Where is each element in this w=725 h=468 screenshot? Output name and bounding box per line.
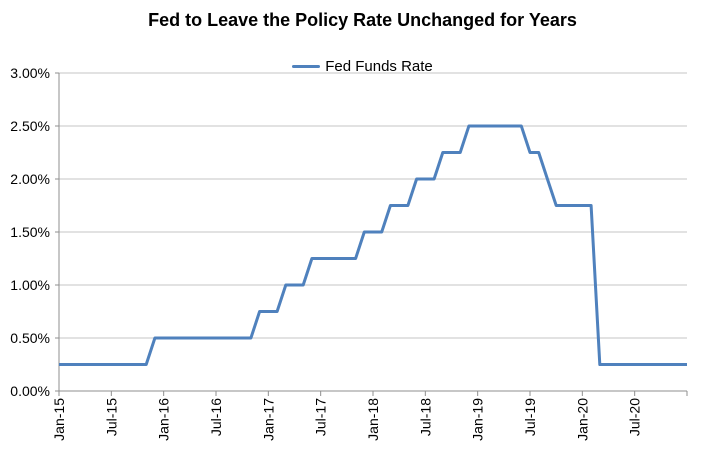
y-tick-label: 1.00%	[10, 277, 50, 293]
x-tick-label: Jan-17	[260, 398, 276, 441]
legend-line-swatch	[292, 65, 321, 68]
x-tick-label: Jul-16	[208, 398, 224, 436]
y-tick-label: 3.00%	[10, 65, 50, 81]
x-tick-label: Jul-20	[627, 398, 643, 436]
x-tick-label: Jan-15	[51, 398, 67, 441]
chart-title: Fed to Leave the Policy Rate Unchanged f…	[148, 10, 577, 30]
y-tick-label: 1.50%	[10, 224, 50, 240]
x-tick-label: Jan-16	[156, 398, 172, 441]
x-tick-label: Jan-20	[574, 398, 590, 441]
x-tick-label: Jul-19	[522, 398, 538, 436]
x-tick-label: Jul-17	[313, 398, 329, 436]
fed-funds-rate-line	[59, 124, 687, 366]
y-tick-label: 0.00%	[10, 383, 50, 399]
y-tick-label: 0.50%	[10, 330, 50, 346]
x-tick-label: Jul-15	[103, 398, 119, 436]
y-tick-label: 2.50%	[10, 118, 50, 134]
x-tick-label: Jul-18	[417, 398, 433, 436]
legend-label: Fed Funds Rate	[325, 58, 433, 75]
x-tick-label: Jan-19	[470, 398, 486, 441]
legend: Fed Funds Rate	[0, 58, 725, 75]
x-tick-label: Jan-18	[365, 398, 381, 441]
y-tick-label: 2.00%	[10, 171, 50, 187]
